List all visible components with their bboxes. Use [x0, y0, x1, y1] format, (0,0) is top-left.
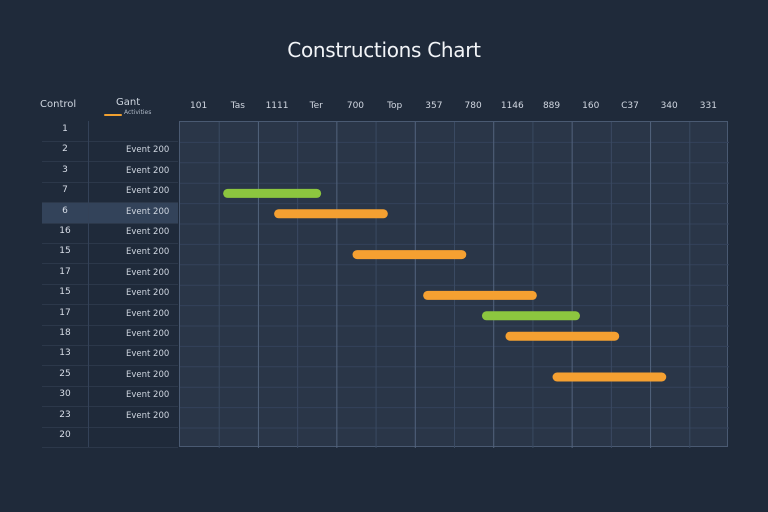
- column-tick: 357: [425, 101, 443, 111]
- legend-label: Activities: [124, 109, 152, 116]
- task-row[interactable]: 17 Event 200: [42, 264, 178, 285]
- column-tick: 331: [699, 101, 717, 111]
- task-row[interactable]: 30 Event 200: [42, 386, 178, 408]
- chart-title: Constructions Chart: [287, 38, 481, 62]
- column-tick: 889: [542, 101, 561, 111]
- task-row-label: Event 200: [126, 186, 170, 197]
- task-row-label: Event 200: [126, 329, 170, 339]
- task-row-number: 3: [62, 164, 68, 175]
- gantt-bar[interactable]: [274, 209, 388, 219]
- task-row[interactable]: 20: [42, 427, 178, 448]
- task-row-label: Event 200: [126, 267, 170, 278]
- task-row-label: Event 200: [126, 247, 170, 258]
- column-tick: Top: [387, 101, 403, 111]
- task-row-label: Event 200: [126, 288, 170, 299]
- column-tick: Ter: [309, 101, 323, 111]
- task-row[interactable]: 15 Event 200: [42, 243, 178, 265]
- column-tick: Tas: [230, 101, 245, 111]
- control-column-header: Control: [40, 99, 77, 110]
- gantt-bar[interactable]: [481, 311, 580, 321]
- task-row[interactable]: 18 Event 200: [42, 325, 178, 346]
- column-tick: 101: [190, 101, 208, 111]
- task-row[interactable]: 25 Event 200: [42, 366, 178, 387]
- task-row-number: 18: [59, 328, 71, 338]
- gantt-bar[interactable]: [423, 290, 537, 300]
- task-row-number: 17: [59, 266, 71, 277]
- task-row-number: 25: [59, 368, 71, 379]
- gant-column-header: Gant: [116, 97, 141, 108]
- task-row-label: Event 200: [126, 165, 170, 176]
- gantt-plot-area: [179, 121, 729, 448]
- task-row-label: Event 200: [126, 349, 170, 360]
- task-row-number: 6: [62, 205, 68, 216]
- task-row-label: Event 200: [126, 390, 170, 401]
- task-row-number: 23: [59, 409, 71, 420]
- gantt-bar[interactable]: [223, 188, 322, 198]
- task-row[interactable]: 3 Event 200: [42, 162, 178, 183]
- task-row-number: 15: [59, 246, 71, 257]
- task-row-label: Event 200: [126, 369, 170, 380]
- task-row-label: Event 200: [126, 227, 170, 237]
- task-row-label: Event 200: [126, 145, 170, 156]
- task-row[interactable]: 6 Event 200: [42, 202, 178, 224]
- task-row-number: 2: [62, 144, 68, 155]
- task-row-label: Event 200: [126, 308, 170, 319]
- task-row-number: 20: [59, 430, 71, 440]
- task-row-label: Event 200: [126, 410, 170, 421]
- task-row[interactable]: 2 Event 200: [42, 141, 178, 163]
- task-row-number: 15: [59, 287, 71, 298]
- column-tick: C37: [621, 101, 639, 111]
- task-row[interactable]: 17 Event 200: [42, 305, 178, 326]
- gantt-bar[interactable]: [352, 250, 467, 260]
- task-row[interactable]: 16 Event 200: [42, 223, 178, 244]
- column-tick: 340: [660, 101, 678, 111]
- task-row-number: 7: [62, 185, 68, 196]
- gantt-svg: [180, 122, 729, 448]
- task-list: 1 2 Event 200 3 Event 200 7 Event 200 6 Event 20…: [42, 121, 178, 448]
- column-tick: 780: [464, 101, 482, 111]
- task-row-label: Event 200: [126, 206, 170, 217]
- column-tick: 1111: [265, 101, 289, 111]
- task-row[interactable]: 1: [42, 121, 178, 142]
- column-tick: 1146: [500, 101, 524, 111]
- task-row-number: 30: [59, 389, 71, 400]
- task-list-divider: [88, 121, 89, 447]
- task-row-number: 13: [59, 348, 71, 359]
- column-tick: 160: [582, 101, 600, 111]
- task-row[interactable]: 7 Event 200: [42, 182, 178, 204]
- legend-swatch: [104, 114, 122, 116]
- gantt-bar[interactable]: [552, 372, 667, 382]
- task-row[interactable]: 13 Event 200: [42, 345, 178, 367]
- column-tick: 700: [346, 101, 365, 111]
- task-row-number: 16: [59, 226, 71, 236]
- gantt-bar[interactable]: [505, 331, 620, 341]
- task-row-number: 1: [62, 124, 68, 134]
- task-row-number: 17: [59, 307, 71, 318]
- task-row[interactable]: 15 Event 200: [42, 284, 178, 306]
- task-row[interactable]: 23 Event 200: [42, 407, 178, 428]
